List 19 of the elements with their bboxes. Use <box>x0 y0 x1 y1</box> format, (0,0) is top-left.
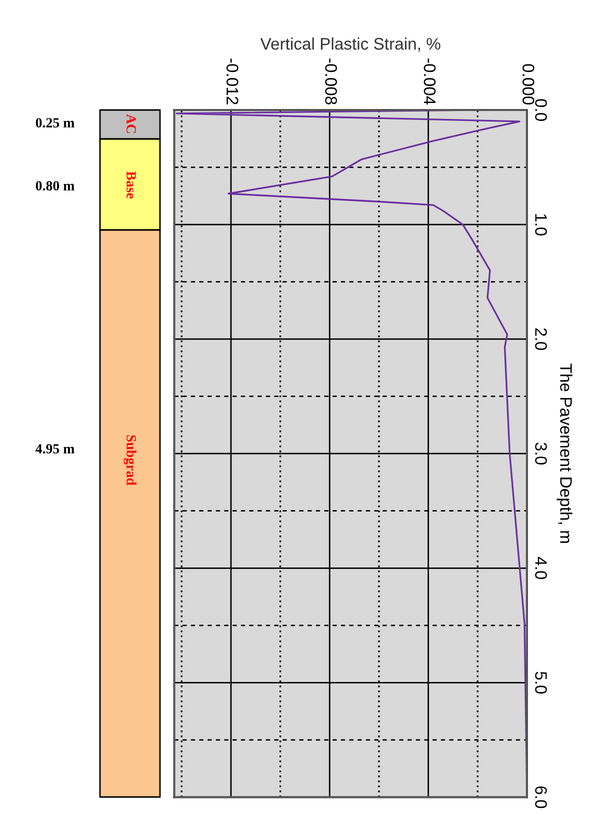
text: Subgrad <box>124 435 136 486</box>
x-tick-label: -0.008 <box>325 58 337 104</box>
y-tick-label: 2.0 <box>535 328 547 350</box>
y-axis-title: The Pavement Depth, m <box>556 364 572 543</box>
text: 4.95 m <box>36 444 74 454</box>
y-tick-label: 1.0 <box>535 214 547 236</box>
text: AC <box>126 114 136 133</box>
text: Base <box>126 171 136 199</box>
y-tick-label: 4.0 <box>535 556 547 580</box>
y-tick-label: 5.0 <box>535 672 547 694</box>
x-axis-title: Vertical Plastic Strain, % <box>260 37 440 52</box>
y-tick-label: 3.0 <box>535 442 547 465</box>
x-tick-label: -0.012 <box>226 58 238 104</box>
x-tick-label: -0.004 <box>424 58 436 105</box>
text: 0.25 m <box>36 118 74 128</box>
text: 0.80 m <box>36 181 74 191</box>
y-tick-label: 6.0 <box>535 786 547 808</box>
y-tick-label: 0.0 <box>535 99 547 121</box>
x-tick-label: 0.000 <box>522 64 534 105</box>
